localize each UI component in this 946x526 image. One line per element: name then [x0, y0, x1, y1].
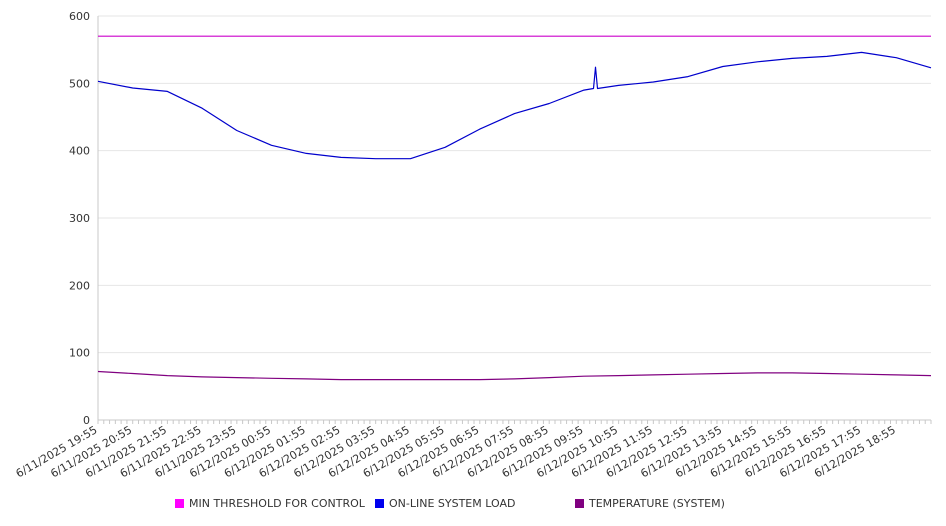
legend-swatch-temperature [575, 499, 584, 508]
legend-label-min-threshold: MIN THRESHOLD FOR CONTROL [189, 497, 365, 510]
legend-item-temperature: TEMPERATURE (SYSTEM) [575, 497, 725, 510]
series-lines [97, 35, 932, 381]
legend-swatch-online-system-load [375, 499, 384, 508]
series-line-on-line-system-load [97, 51, 932, 160]
y-tick-label-600: 600 [69, 10, 90, 23]
legend-label-online-system-load: ON-LINE SYSTEM LOAD [389, 497, 516, 510]
y-tick-label-200: 200 [69, 279, 90, 292]
y-tick-label-0: 0 [83, 414, 90, 427]
legend-swatch-min-threshold [175, 499, 184, 508]
axes [97, 16, 932, 424]
legend-item-min-threshold: MIN THRESHOLD FOR CONTROL [175, 497, 365, 510]
y-tick-label-100: 100 [69, 347, 90, 360]
y-tick-label-400: 400 [69, 145, 90, 158]
y-tick-label-300: 300 [69, 212, 90, 225]
grid-lines [98, 15, 931, 354]
y-axis-ticks: 0 100 200 300 400 500 600 [69, 10, 90, 427]
legend: MIN THRESHOLD FOR CONTROL ON-LINE SYSTEM… [0, 497, 946, 515]
y-tick-label-500: 500 [69, 77, 90, 90]
x-axis-ticks: 6/11/2025 19:556/11/2025 20:556/11/2025 … [14, 423, 898, 480]
series-line-temperature-system [97, 370, 932, 381]
legend-label-temperature: TEMPERATURE (SYSTEM) [589, 497, 725, 510]
legend-item-online-system-load: ON-LINE SYSTEM LOAD [375, 497, 515, 510]
